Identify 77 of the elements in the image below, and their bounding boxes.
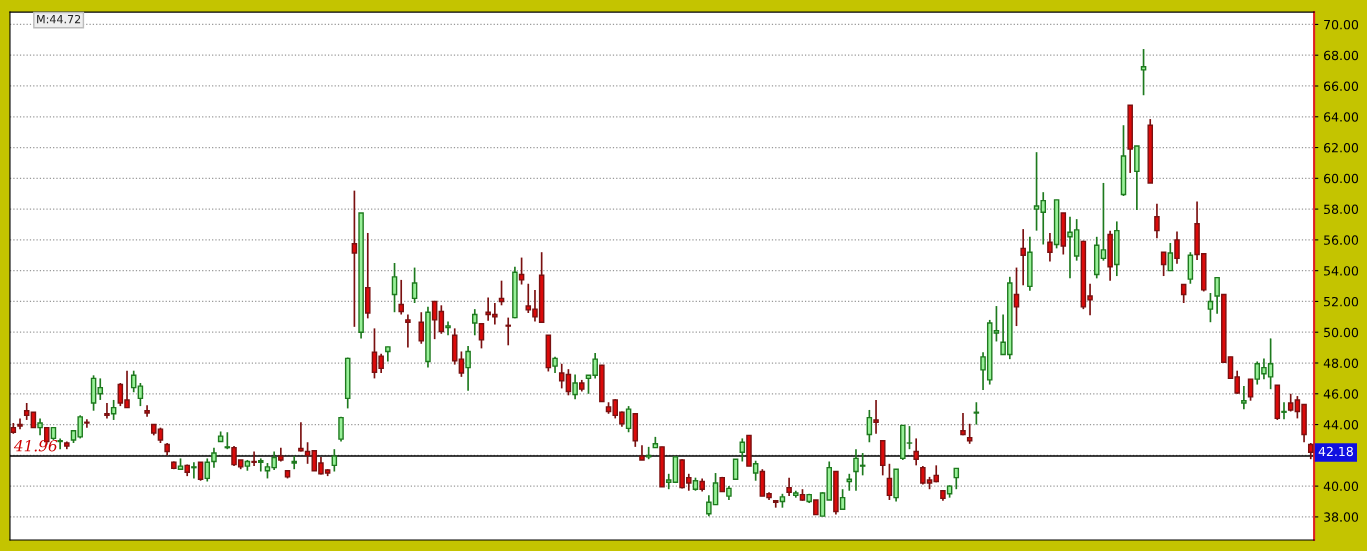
candlestick bbox=[739, 437, 746, 463]
candlestick bbox=[478, 322, 485, 350]
candlestick bbox=[211, 446, 217, 469]
candlestick bbox=[411, 266, 418, 304]
ref-line-label: 41.96 bbox=[13, 439, 58, 452]
candlestick bbox=[251, 450, 257, 467]
y-tick-label: 56.00 bbox=[1324, 235, 1359, 245]
candlestick bbox=[104, 402, 110, 420]
candlestick bbox=[505, 316, 511, 347]
y-tick-label: 62.00 bbox=[1324, 143, 1359, 153]
candlestick bbox=[1167, 242, 1174, 272]
candlestick bbox=[458, 350, 465, 378]
candlestick bbox=[518, 256, 525, 286]
candlestick bbox=[1247, 378, 1254, 402]
y-tick-label: 58.00 bbox=[1324, 204, 1359, 215]
candlestick bbox=[1180, 283, 1187, 304]
y-tick-label: 52.00 bbox=[1324, 296, 1359, 307]
candlestick bbox=[398, 279, 404, 316]
candlestick bbox=[1174, 230, 1180, 265]
candlestick bbox=[1241, 385, 1247, 411]
candlestick bbox=[873, 399, 879, 435]
candlestick bbox=[732, 458, 739, 480]
candlestick bbox=[137, 382, 144, 407]
y-tick-label: 54.00 bbox=[1324, 266, 1359, 276]
candlestick bbox=[431, 300, 438, 340]
candlestick bbox=[298, 421, 304, 453]
candlestick bbox=[84, 418, 90, 429]
candlestick bbox=[1281, 401, 1287, 421]
y-tick-label: 46.00 bbox=[1323, 389, 1359, 399]
candlestick bbox=[57, 437, 63, 451]
candlestick bbox=[839, 488, 846, 511]
candlestick bbox=[191, 461, 197, 480]
y-tick-label: 66.00 bbox=[1324, 81, 1359, 91]
candlestick bbox=[846, 472, 853, 492]
y-tick-label: 40.00 bbox=[1323, 481, 1359, 492]
candlestick bbox=[445, 320, 451, 337]
candlestick bbox=[197, 461, 204, 482]
candlestick bbox=[224, 431, 231, 451]
y-tick-label: 48.00 bbox=[1323, 358, 1359, 368]
candlestick bbox=[465, 345, 471, 392]
candlestick bbox=[786, 476, 792, 497]
annotation: 42.18 bbox=[1318, 446, 1353, 457]
candlestick bbox=[886, 462, 893, 501]
candlestick bbox=[1140, 48, 1147, 97]
y-tick-label: 60.00 bbox=[1324, 173, 1359, 184]
candlestick bbox=[405, 313, 411, 349]
candlestick bbox=[558, 362, 565, 390]
candlestick bbox=[258, 457, 264, 473]
candlestick bbox=[1187, 251, 1194, 285]
candlestick bbox=[866, 409, 873, 444]
y-tick-label: 64.00 bbox=[1324, 112, 1359, 122]
candlestick bbox=[1020, 228, 1026, 287]
candlestick bbox=[331, 448, 338, 473]
candlestick bbox=[973, 401, 980, 426]
candlestick bbox=[291, 455, 297, 471]
candlestick bbox=[338, 416, 344, 443]
candlestick bbox=[438, 304, 445, 335]
candlestick bbox=[565, 368, 572, 397]
y-tick-label: 68.00 bbox=[1324, 50, 1359, 61]
candlestick bbox=[351, 189, 358, 328]
y-tick-label: 70.00 bbox=[1324, 19, 1359, 30]
candlestick bbox=[1013, 266, 1020, 327]
candlestick bbox=[913, 437, 919, 467]
y-tick-label: 38.00 bbox=[1324, 512, 1359, 522]
candlestick bbox=[1207, 292, 1214, 324]
candlestick bbox=[1154, 202, 1160, 240]
candlestick bbox=[304, 441, 311, 465]
candlestick bbox=[391, 262, 398, 314]
y-tick-label: 50.00 bbox=[1324, 327, 1359, 338]
y-tick-label: 44.00 bbox=[1323, 420, 1359, 430]
candlestick bbox=[572, 373, 578, 401]
candlestick bbox=[625, 405, 632, 434]
candlestick bbox=[1214, 276, 1220, 315]
candlestick bbox=[1047, 232, 1053, 263]
candlestick bbox=[472, 308, 478, 337]
candlestick bbox=[752, 459, 759, 482]
annotation: M:44.72 bbox=[37, 14, 81, 24]
